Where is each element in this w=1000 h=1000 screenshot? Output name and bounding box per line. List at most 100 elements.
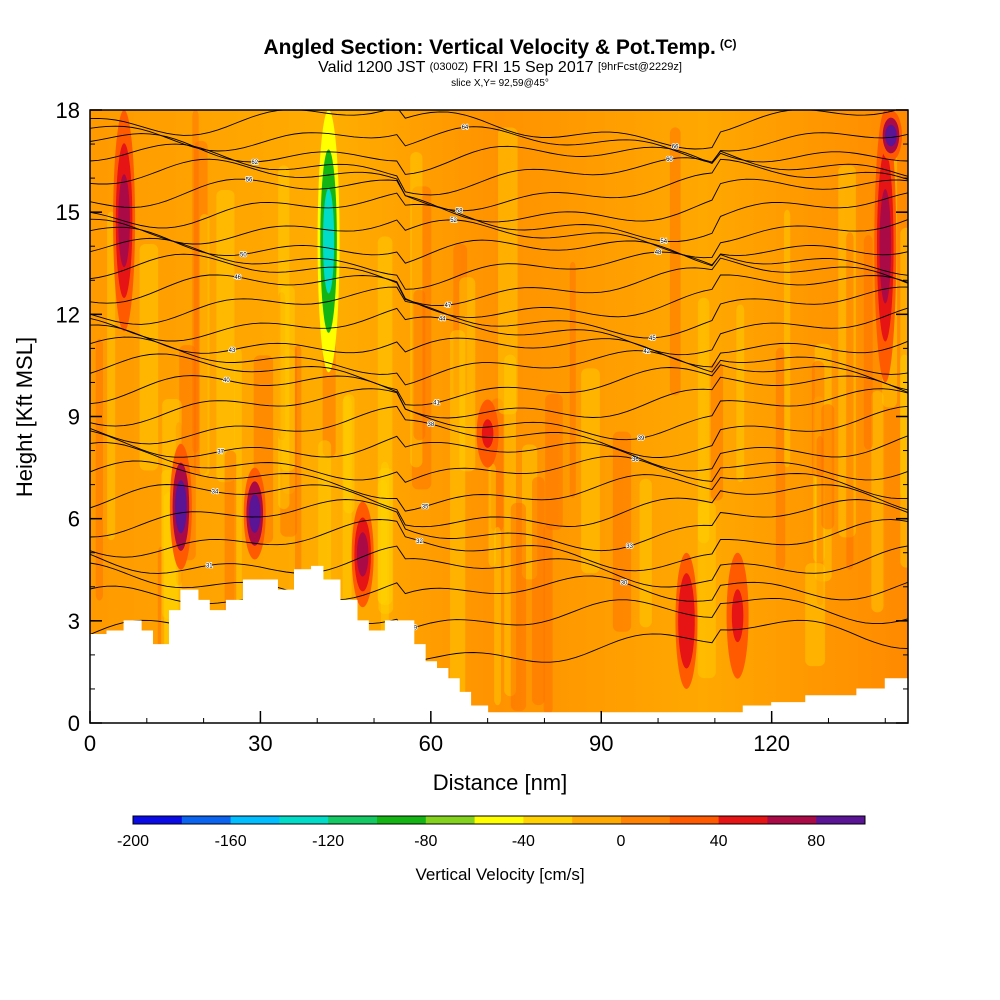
- isotherm-line: [90, 237, 908, 290]
- isotherm-line: [90, 218, 908, 259]
- isotherm-line: [90, 178, 908, 223]
- isotherm-label: 40: [223, 378, 230, 384]
- velocity-core: [481, 419, 494, 448]
- isotherm-line: [90, 286, 908, 339]
- isotherm-label: 52: [450, 218, 457, 224]
- isotherm-label: 35: [422, 504, 429, 510]
- isotherm-label: 45: [649, 336, 656, 342]
- y-tick-label: 6: [68, 507, 80, 532]
- y-tick-label: 3: [68, 609, 80, 634]
- colorbar-swatch: [328, 816, 378, 824]
- colorbar-title: Vertical Velocity [cm/s]: [415, 865, 584, 884]
- velocity-streak: [545, 393, 563, 530]
- velocity-streak: [488, 463, 496, 567]
- isotherm-label: 36: [632, 457, 639, 463]
- isotherm-label: 41: [433, 401, 440, 407]
- velocity-streak: [846, 232, 854, 570]
- isotherm-label: 37: [217, 449, 224, 455]
- colorbar-tick-label: -80: [414, 833, 437, 850]
- isotherm-line: [90, 353, 908, 406]
- isotherm-label: 46: [234, 275, 241, 281]
- velocity-core: [885, 124, 897, 147]
- isotherm-line: [90, 519, 908, 572]
- isotherm-label: 48: [655, 250, 662, 256]
- velocity-streak: [377, 479, 388, 604]
- velocity-streak: [775, 347, 786, 570]
- velocity-streak: [278, 165, 290, 510]
- isotherm-label: 64: [462, 125, 469, 131]
- velocity-streak: [569, 261, 576, 498]
- velocity-streak: [816, 435, 824, 606]
- colorbar-tick-label: -160: [215, 833, 247, 850]
- isotherm-line: [90, 274, 908, 318]
- isotherm-label: 38: [427, 422, 434, 428]
- isotherm-line: [90, 562, 908, 602]
- isotherm-label: 56: [246, 178, 253, 184]
- isotherm-label: 34: [212, 490, 219, 496]
- isotherm-label: 30: [621, 581, 628, 587]
- colorbar: -200 -160 -120 -80 -40 0 40 80: [117, 815, 866, 850]
- colorbar-swatch: [669, 816, 720, 824]
- isotherm-line: [90, 375, 908, 419]
- colorbar-frame: [132, 815, 866, 825]
- isotherm-line: [90, 192, 908, 243]
- slice-info: slice X,Y= 92,59@45°: [451, 78, 549, 89]
- isotherm-line: [90, 133, 908, 175]
- velocity-streak: [783, 209, 791, 468]
- velocity-core: [680, 592, 693, 650]
- isotherm-label: 31: [206, 563, 213, 569]
- velocity-streak: [450, 330, 466, 698]
- velocity-streak: [900, 227, 908, 568]
- x-tick-label: 30: [248, 731, 272, 756]
- x-tick-label: 120: [753, 731, 790, 756]
- velocity-core: [731, 589, 744, 643]
- isotherm-label: 58: [456, 209, 463, 215]
- velocity-core: [356, 532, 369, 577]
- isotherm-label: 44: [439, 316, 446, 322]
- isotherm-line: [90, 110, 899, 150]
- colorbar-tick-label: 80: [807, 833, 825, 850]
- isotherm-label: 42: [643, 349, 650, 355]
- velocity-streak: [510, 502, 527, 712]
- colorbar-tick-label: -40: [512, 833, 535, 850]
- isotherm-line: [90, 324, 908, 368]
- isotherm-line: [90, 336, 908, 386]
- velocity-streak: [581, 368, 600, 574]
- isotherm-label: 32: [416, 539, 423, 545]
- isotherm-line: [90, 226, 908, 267]
- velocity-streak: [813, 396, 825, 563]
- colorbar-swatch: [377, 816, 427, 824]
- velocity-streak: [377, 236, 393, 605]
- velocity-streak: [295, 344, 302, 587]
- isotherm-line: [90, 253, 908, 307]
- y-tick-label: 18: [56, 98, 80, 123]
- colorbar-tick-label: -120: [312, 833, 344, 850]
- chart-title: Angled Section: Vertical Velocity & Pot.…: [263, 36, 737, 59]
- plot-area: 2829303132333435363738394041424344454647…: [89, 109, 909, 724]
- velocity-streak: [282, 348, 296, 495]
- isotherm-label: 47: [445, 303, 452, 309]
- colorbar-swatch: [181, 816, 232, 824]
- y-tick-label: 15: [56, 200, 80, 225]
- velocity-streak: [107, 211, 116, 541]
- isotherm-label: 43: [229, 348, 236, 354]
- colorbar-tick-label: -200: [117, 833, 149, 850]
- isotherm-label: 33: [626, 544, 633, 550]
- velocity-streak: [814, 343, 832, 582]
- y-tick-label: 0: [68, 711, 80, 736]
- velocity-streak: [697, 297, 710, 544]
- velocity-core: [322, 188, 335, 294]
- velocity-streak: [736, 304, 745, 482]
- isotherm-line: [90, 442, 908, 483]
- velocity-streak: [277, 292, 286, 441]
- velocity-streak: [199, 214, 210, 477]
- velocity-streak: [95, 338, 103, 601]
- velocity-streak: [453, 243, 468, 398]
- isotherm-line: [90, 388, 908, 441]
- velocity-streak: [863, 235, 873, 450]
- isotherm-line: [90, 158, 908, 212]
- colorbar-swatch: [474, 816, 524, 824]
- x-tick-label: 0: [84, 731, 96, 756]
- velocity-streak: [413, 289, 426, 441]
